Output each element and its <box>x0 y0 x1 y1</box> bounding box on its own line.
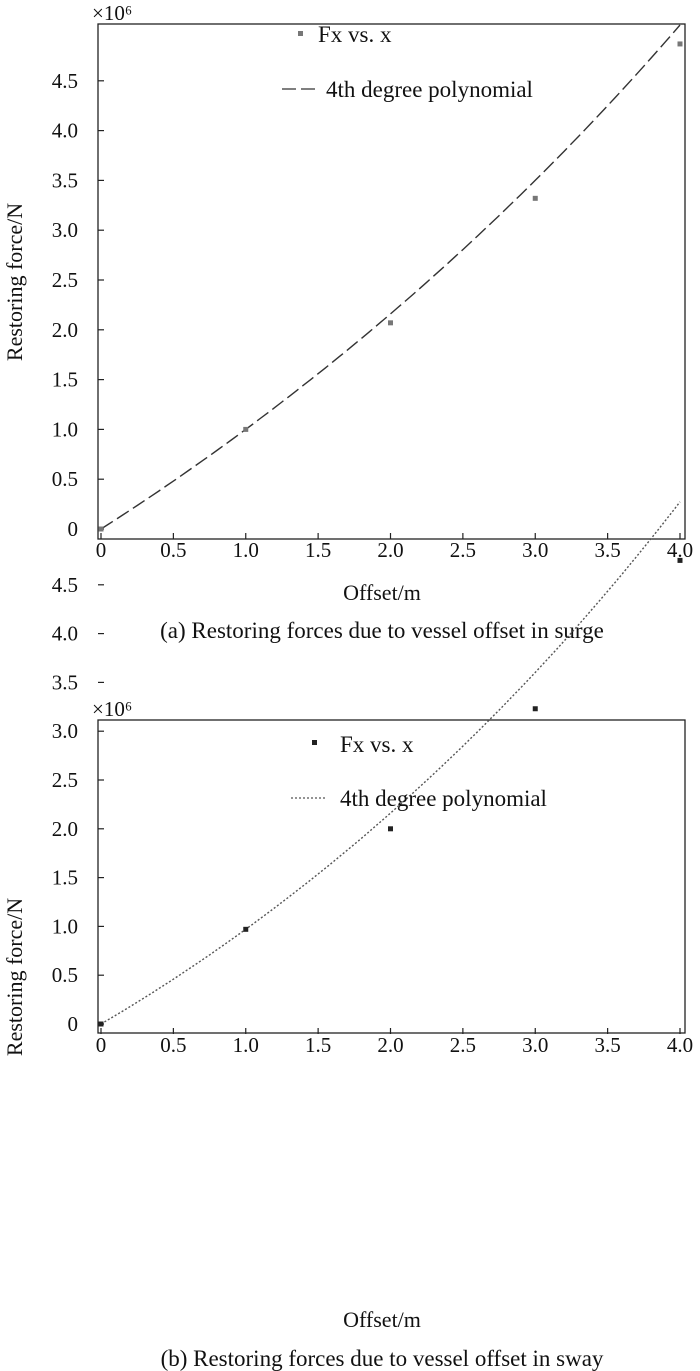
x-tick-label: 3.0 <box>522 538 548 562</box>
x-tick-label: 3.5 <box>595 538 621 562</box>
data-point <box>532 706 538 712</box>
chart-a-x-ticks: 0 0.5 1.0 1.5 2.0 2.5 3.0 3.5 4.0 <box>96 533 693 562</box>
x-tick-label: 2.0 <box>377 538 403 562</box>
data-point <box>243 426 249 432</box>
data-point <box>243 926 249 932</box>
chart-a-caption: (a) Restoring forces due to vessel offse… <box>160 618 604 643</box>
data-point <box>388 826 393 832</box>
x-tick-label: 4.0 <box>667 1033 693 1057</box>
chart-b-y-ticks: 0 0.5 1.0 1.5 2.0 2.5 3.0 3.5 4.0 4.5 <box>52 573 104 1036</box>
y-tick-label: 3.0 <box>52 218 78 242</box>
chart-b: ×10⁶ Restoring force/N Offset/m (b) Rest… <box>2 501 693 1371</box>
x-tick-label: 2.5 <box>450 1033 476 1057</box>
chart-a-legend-label-points: Fx vs. x <box>318 22 392 47</box>
chart-b-fit-line <box>100 501 681 1025</box>
data-point <box>98 1021 104 1027</box>
y-tick-label: 4.0 <box>52 622 78 646</box>
chart-b-x-ticks: 0 0.5 1.0 1.5 2.0 2.5 3.0 3.5 4.0 <box>96 1028 693 1057</box>
data-point <box>532 195 538 201</box>
y-tick-label: 2.0 <box>52 817 78 841</box>
chart-a-y-axis-title: Restoring force/N <box>2 203 27 361</box>
y-tick-label: 0.5 <box>52 467 78 491</box>
chart-a-x-axis-title: Offset/m <box>343 580 421 605</box>
x-tick-label: 3.0 <box>522 1033 548 1057</box>
chart-b-y-multiplier: ×10⁶ <box>92 697 132 721</box>
y-tick-label: 2.0 <box>52 318 78 342</box>
x-tick-label: 1.0 <box>233 538 259 562</box>
y-tick-label: 2.5 <box>52 268 78 292</box>
y-tick-label: 0.5 <box>52 963 78 987</box>
y-tick-label: 3.5 <box>52 670 78 694</box>
chart-b-x-axis-title: Offset/m <box>343 1307 421 1332</box>
y-tick-label: 2.5 <box>52 768 78 792</box>
x-tick-label: 1.0 <box>233 1033 259 1057</box>
x-tick-label: 2.0 <box>377 1033 403 1057</box>
chart-a-y-ticks: 0 0.5 1.0 1.5 2.0 2.5 3.0 3.5 4.0 4.5 <box>52 69 104 541</box>
x-tick-label: 2.5 <box>450 538 476 562</box>
y-tick-label: 4.5 <box>52 573 78 597</box>
y-tick-label: 4.0 <box>52 119 78 143</box>
chart-b-legend-label-line: 4th degree polynomial <box>340 786 547 811</box>
chart-a-fit-line <box>100 24 681 530</box>
y-tick-label: 1.5 <box>52 368 78 392</box>
y-tick-label: 3.0 <box>52 719 78 743</box>
data-point <box>98 526 104 532</box>
y-tick-label: 0 <box>68 1012 79 1036</box>
y-tick-label: 1.0 <box>52 914 78 938</box>
x-tick-label: 3.5 <box>595 1033 621 1057</box>
data-point <box>677 557 683 563</box>
x-tick-label: 0.5 <box>160 1033 186 1057</box>
chart-a-legend-marker-points <box>298 31 303 36</box>
y-tick-label: 1.5 <box>52 866 78 890</box>
chart-b-y-axis-title: Restoring force/N <box>2 898 27 1056</box>
chart-a-legend: Fx vs. x 4th degree polynomial <box>282 22 533 102</box>
data-point <box>677 41 683 47</box>
chart-a-legend-label-line: 4th degree polynomial <box>326 77 533 102</box>
y-tick-label: 3.5 <box>52 168 78 192</box>
data-point <box>388 320 393 326</box>
x-tick-label: 1.5 <box>305 538 331 562</box>
x-tick-label: 0.5 <box>160 538 186 562</box>
chart-b-legend-label-points: Fx vs. x <box>340 732 414 757</box>
chart-a: ×10⁶ Restoring force/N Offset/m (a) Rest… <box>2 1 693 643</box>
x-tick-label: 0 <box>96 1033 107 1057</box>
x-tick-label: 1.5 <box>305 1033 331 1057</box>
chart-a-data-points <box>98 41 683 532</box>
y-tick-label: 1.0 <box>52 417 78 441</box>
chart-b-plot-frame <box>97 719 686 1034</box>
chart-a-y-multiplier: ×10⁶ <box>92 1 132 25</box>
chart-b-caption: (b) Restoring forces due to vessel offse… <box>161 1346 604 1371</box>
y-tick-label: 0 <box>68 517 79 541</box>
y-tick-label: 4.5 <box>52 69 78 93</box>
chart-a-plot-frame <box>97 23 686 540</box>
chart-b-data-points <box>98 557 683 1027</box>
x-tick-label: 0 <box>96 538 107 562</box>
chart-b-legend-marker-points <box>312 740 317 745</box>
chart-b-legend: Fx vs. x 4th degree polynomial <box>291 732 547 811</box>
